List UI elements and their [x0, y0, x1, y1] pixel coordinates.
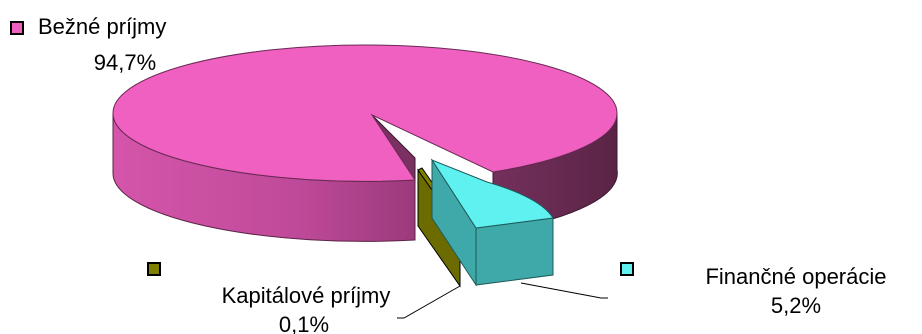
slice-label-bezne-prijmy: Bežné príjmy: [38, 14, 166, 39]
pie-slice-financne-operacie-side-front: [475, 217, 554, 286]
slice-value-bezne-prijmy: 94,7%: [94, 50, 156, 75]
slice-value-kapitalove-prijmy: 0,1%: [279, 312, 329, 334]
slice-value-financne-operacie: 5,2%: [771, 293, 821, 318]
legend-marker-bezne-prijmy: [10, 21, 24, 35]
legend-marker-kapitalove-prijmy: [147, 262, 161, 276]
leader-line-financne: [520, 282, 608, 299]
pie-slice-financne-operacie-top: [430, 158, 554, 229]
legend-marker-financne-operacie: [620, 262, 634, 276]
slice-label-kapitalove-prijmy: Kapitálové príjmy: [222, 283, 391, 308]
slice-label-financne-operacie: Finančné operácie: [705, 264, 886, 289]
pie-slice-bezne-prijmy-top: [112, 44, 618, 182]
pie-slice-financne-operacie: [430, 158, 554, 287]
leader-line-kapitalove: [397, 285, 461, 319]
